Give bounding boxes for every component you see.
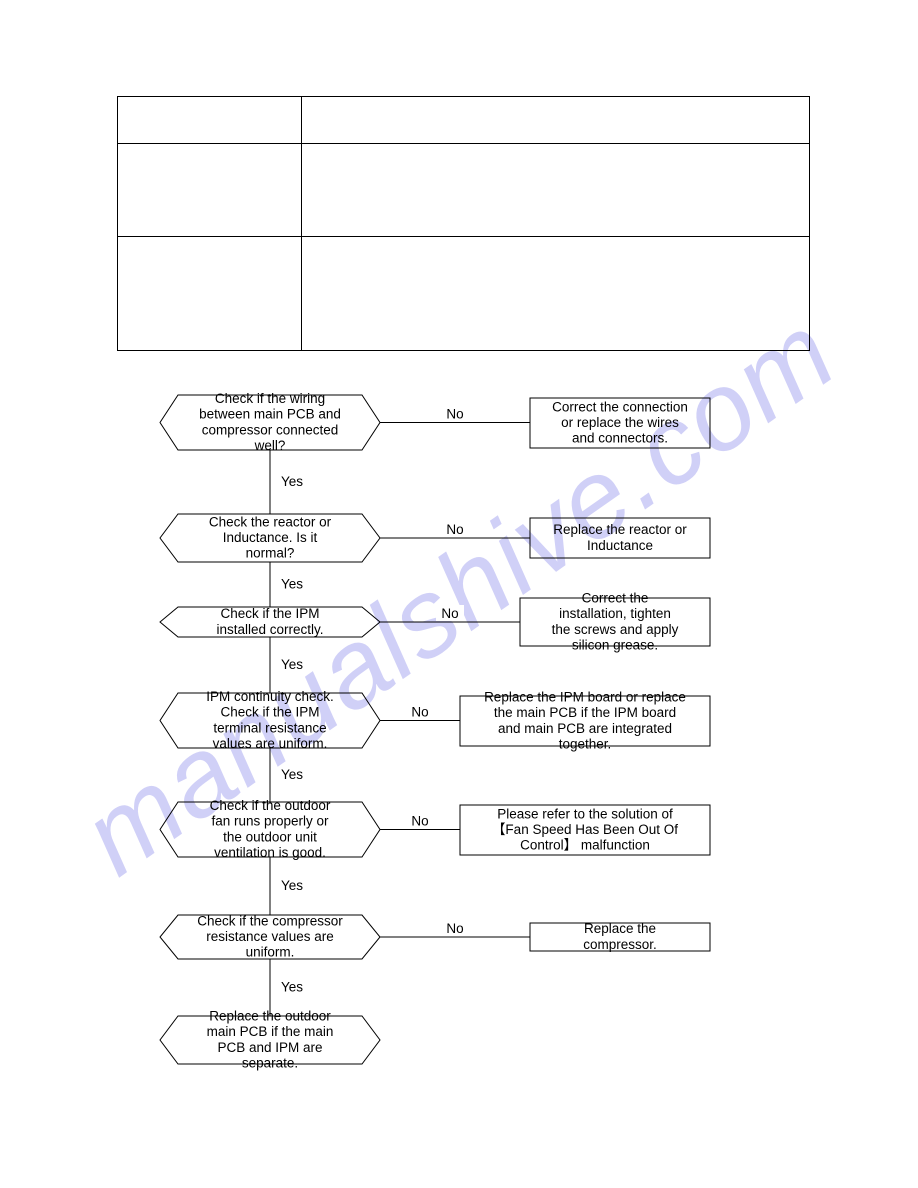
svg-text:No: No [446,407,463,422]
svg-text:Check if the compressorresista: Check if the compressorresistance values… [197,913,343,959]
svg-text:Yes: Yes [281,878,303,893]
svg-text:Yes: Yes [281,980,303,995]
svg-text:Replace the outdoormain PCB if: Replace the outdoormain PCB if the mainP… [207,1009,334,1071]
svg-text:Check if the outdoorfan runs p: Check if the outdoorfan runs properly or… [210,798,331,860]
svg-text:Please refer to the solution o: Please refer to the solution of【Fan Spee… [492,806,678,852]
svg-text:Yes: Yes [281,767,303,782]
svg-text:No: No [446,921,463,936]
svg-text:No: No [411,705,428,720]
svg-text:Yes: Yes [281,577,303,592]
svg-text:Check if the IPMinstalled corr: Check if the IPMinstalled correctly. [216,606,323,637]
svg-text:Check if the wiringbetween mai: Check if the wiringbetween main PCB andc… [199,391,341,453]
svg-text:Yes: Yes [281,657,303,672]
svg-text:No: No [446,522,463,537]
svg-text:Replace thecompressor.: Replace thecompressor. [583,921,657,952]
svg-text:No: No [411,814,428,829]
svg-text:IPM continuity check.Check if: IPM continuity check.Check if the IPMter… [206,689,334,751]
page-root: manualshive.com Check if the wiringbetwe… [0,0,918,1188]
flowchart-svg: Check if the wiringbetween main PCB andc… [0,0,918,1188]
svg-text:Yes: Yes [281,474,303,489]
svg-text:Replace the IPM board or repla: Replace the IPM board or replacethe main… [484,690,686,752]
svg-text:Correct theinstallation, tight: Correct theinstallation, tightenthe scre… [552,591,679,653]
svg-text:Check the reactor orInductance: Check the reactor orInductance. Is itnor… [209,514,332,560]
svg-text:No: No [441,606,458,621]
svg-text:Replace the reactor orInductan: Replace the reactor orInductance [553,522,687,553]
svg-text:Correct the connectionor repla: Correct the connectionor replace the wir… [552,399,688,445]
